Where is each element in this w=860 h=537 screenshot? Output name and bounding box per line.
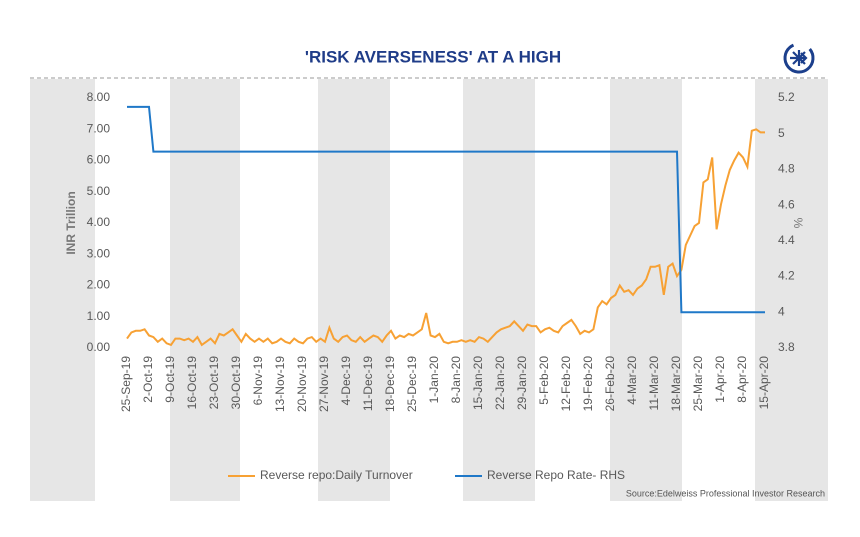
y2-tick-label: 5.2	[778, 90, 795, 104]
legend-label: Reverse repo:Daily Turnover	[260, 468, 413, 482]
stripe	[170, 79, 240, 501]
x-tick-label: 25-Sep-19	[119, 356, 133, 412]
x-tick-label: 5-Feb-20	[537, 356, 551, 405]
y-tick-label: 2.00	[87, 278, 111, 292]
x-tick-label: 20-Nov-19	[295, 356, 309, 412]
x-tick-label: 12-Feb-20	[559, 356, 573, 412]
y2-tick-label: 4.8	[778, 162, 795, 176]
y2-tick-label: 4.4	[778, 233, 795, 247]
x-tick-label: 1-Apr-20	[713, 356, 727, 403]
y-tick-label: 0.00	[87, 340, 111, 354]
y-tick-label: 1.00	[87, 309, 111, 323]
x-tick-label: 8-Apr-20	[735, 356, 749, 403]
x-tick-label: 8-Jan-20	[449, 356, 463, 404]
x-tick-label: 27-Nov-19	[317, 356, 331, 412]
y-tick-label: 8.00	[87, 90, 111, 104]
x-tick-label: 30-Oct-19	[229, 356, 243, 410]
stripe	[610, 79, 682, 501]
y2-tick-label: 5	[778, 126, 785, 140]
y-tick-label: 4.00	[87, 215, 111, 229]
y-axis-label: INR Trillion	[64, 191, 78, 254]
series-line	[126, 128, 765, 347]
x-tick-label: 15-Apr-20	[757, 356, 771, 410]
x-tick-label: 16-Oct-19	[185, 356, 199, 410]
x-tick-label: 26-Feb-20	[603, 356, 617, 412]
legend-label: Reverse Repo Rate- RHS	[487, 468, 625, 482]
x-tick-label: 11-Dec-19	[361, 356, 375, 411]
stripe	[755, 79, 828, 501]
x-tick-label: 9-Oct-19	[163, 356, 177, 403]
source: Source:Edelweiss Professional Investor R…	[626, 488, 825, 498]
series-line	[127, 105, 765, 314]
x-tick-label: 23-Oct-19	[207, 356, 221, 410]
y-tick-label: 7.00	[87, 121, 111, 135]
x-tick-label: 6-Nov-19	[251, 356, 265, 406]
y2-tick-label: 4.2	[778, 269, 795, 283]
x-tick-label: 22-Jan-20	[493, 356, 507, 410]
y-tick-label: 6.00	[87, 153, 111, 167]
y2-axis-label: %	[791, 218, 805, 229]
y-tick-label: 3.00	[87, 246, 111, 260]
y-tick-label: 5.00	[87, 184, 111, 198]
stripe	[463, 79, 535, 501]
x-tick-label: 4-Mar-20	[625, 356, 639, 405]
x-tick-label: 25-Mar-20	[691, 356, 705, 412]
x-tick-label: 11-Mar-20	[647, 356, 661, 411]
x-tick-label: 19-Feb-20	[581, 356, 595, 412]
x-tick-label: 29-Jan-20	[515, 356, 529, 410]
x-tick-label: 25-Dec-19	[405, 356, 419, 412]
x-tick-label: 4-Dec-19	[339, 356, 353, 406]
stripe	[30, 79, 95, 501]
y2-tick-label: 4.6	[778, 197, 795, 211]
x-tick-label: 1-Jan-20	[427, 356, 441, 404]
y2-tick-label: 4	[778, 304, 785, 318]
x-tick-label: 13-Nov-19	[273, 356, 287, 412]
x-tick-label: 18-Dec-19	[383, 356, 397, 412]
stripe	[318, 79, 390, 501]
x-tick-label: 2-Oct-19	[141, 356, 155, 403]
x-tick-label: 15-Jan-20	[471, 356, 485, 410]
chart-title: 'RISK AVERSENESS' AT A HIGH	[305, 47, 561, 66]
logo	[783, 42, 815, 74]
x-tick-label: 18-Mar-20	[669, 356, 683, 412]
y2-tick-label: 3.8	[778, 340, 795, 354]
background-stripes	[30, 79, 828, 501]
